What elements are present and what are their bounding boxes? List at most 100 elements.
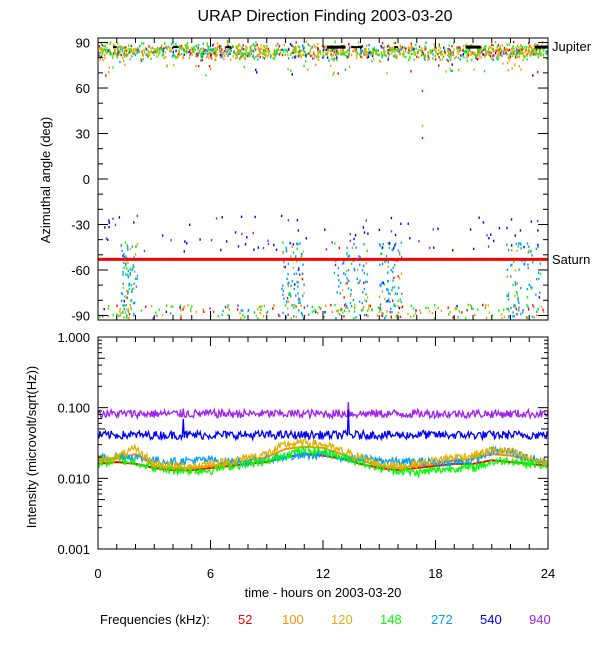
direction-point xyxy=(185,52,188,55)
direction-point xyxy=(151,51,154,54)
direction-point xyxy=(199,47,202,51)
direction-point xyxy=(529,52,531,56)
direction-point xyxy=(393,246,395,250)
direction-point xyxy=(315,45,317,49)
direction-point xyxy=(217,45,219,49)
direction-point xyxy=(437,227,439,230)
direction-point xyxy=(214,50,217,53)
direction-point xyxy=(220,50,222,54)
direction-point xyxy=(287,48,290,51)
direction-point xyxy=(466,47,469,51)
direction-point xyxy=(297,55,300,58)
direction-point xyxy=(539,53,541,56)
direction-point xyxy=(247,52,249,55)
direction-point xyxy=(127,269,130,273)
direction-point xyxy=(121,249,123,253)
direction-point xyxy=(353,310,356,313)
direction-point xyxy=(155,314,158,317)
direction-point xyxy=(126,296,128,299)
direction-point xyxy=(362,264,365,268)
direction-point xyxy=(453,48,455,51)
direction-point xyxy=(450,51,453,54)
direction-point xyxy=(363,243,365,246)
direction-point xyxy=(202,52,204,55)
direction-point xyxy=(463,56,465,59)
direction-point xyxy=(294,56,296,59)
direction-point xyxy=(125,46,127,49)
direction-point xyxy=(169,49,171,53)
legend-item-272: 272 xyxy=(431,612,453,627)
direction-point xyxy=(387,298,390,301)
direction-point xyxy=(189,49,191,52)
direction-point xyxy=(253,44,256,48)
direction-point xyxy=(386,310,388,313)
direction-point xyxy=(404,55,406,59)
direction-point xyxy=(237,304,239,307)
direction-point xyxy=(404,49,407,53)
intensity-series-line xyxy=(97,402,549,421)
direction-point xyxy=(511,54,514,58)
direction-point xyxy=(177,52,180,55)
direction-point xyxy=(462,52,465,56)
direction-point xyxy=(392,248,394,251)
direction-point xyxy=(120,311,122,315)
direction-point xyxy=(465,43,467,47)
direction-point xyxy=(131,288,134,291)
direction-point xyxy=(260,309,262,312)
direction-point xyxy=(408,58,410,62)
direction-point xyxy=(348,42,350,46)
direction-point xyxy=(283,297,285,300)
direction-points xyxy=(97,39,549,320)
direction-point xyxy=(497,48,499,52)
direction-point xyxy=(424,58,426,61)
direction-point xyxy=(471,52,474,55)
direction-point xyxy=(131,290,133,293)
direction-point xyxy=(508,53,510,57)
direction-point xyxy=(312,52,315,55)
direction-point xyxy=(265,47,268,50)
direction-point xyxy=(391,299,394,302)
direction-point xyxy=(526,296,529,299)
direction-point xyxy=(300,255,303,258)
direction-point xyxy=(410,46,412,49)
direction-point xyxy=(390,268,392,272)
reference-lines xyxy=(98,45,548,261)
direction-point xyxy=(363,231,366,234)
direction-point xyxy=(483,53,485,57)
direction-point xyxy=(123,46,126,49)
direction-point xyxy=(375,48,377,51)
direction-point xyxy=(516,282,518,285)
direction-point xyxy=(387,242,390,245)
direction-point xyxy=(393,303,395,306)
direction-point xyxy=(132,51,135,55)
direction-point xyxy=(463,50,466,53)
direction-point xyxy=(193,50,195,54)
direction-point xyxy=(473,68,475,71)
direction-point xyxy=(485,304,487,307)
direction-point xyxy=(345,282,347,286)
direction-point xyxy=(415,51,417,54)
direction-point xyxy=(353,316,355,320)
direction-point xyxy=(348,48,350,52)
direction-point xyxy=(447,306,449,309)
direction-point xyxy=(363,51,365,55)
direction-point xyxy=(337,266,340,270)
direction-point xyxy=(262,52,264,56)
direction-point xyxy=(516,249,518,253)
direction-point xyxy=(390,49,392,52)
direction-point xyxy=(418,56,420,59)
direction-point xyxy=(511,263,513,266)
direction-point xyxy=(379,306,381,309)
direction-point xyxy=(210,53,213,56)
direction-point xyxy=(105,50,107,53)
direction-point xyxy=(287,272,289,276)
direction-point xyxy=(215,46,217,50)
direction-point xyxy=(107,238,109,241)
direction-point xyxy=(245,48,247,52)
jupiter-label: Jupiter xyxy=(552,39,592,54)
direction-point xyxy=(355,246,357,249)
direction-point xyxy=(371,54,374,58)
direction-point xyxy=(130,48,132,51)
direction-point xyxy=(344,68,347,71)
direction-point xyxy=(380,45,382,48)
